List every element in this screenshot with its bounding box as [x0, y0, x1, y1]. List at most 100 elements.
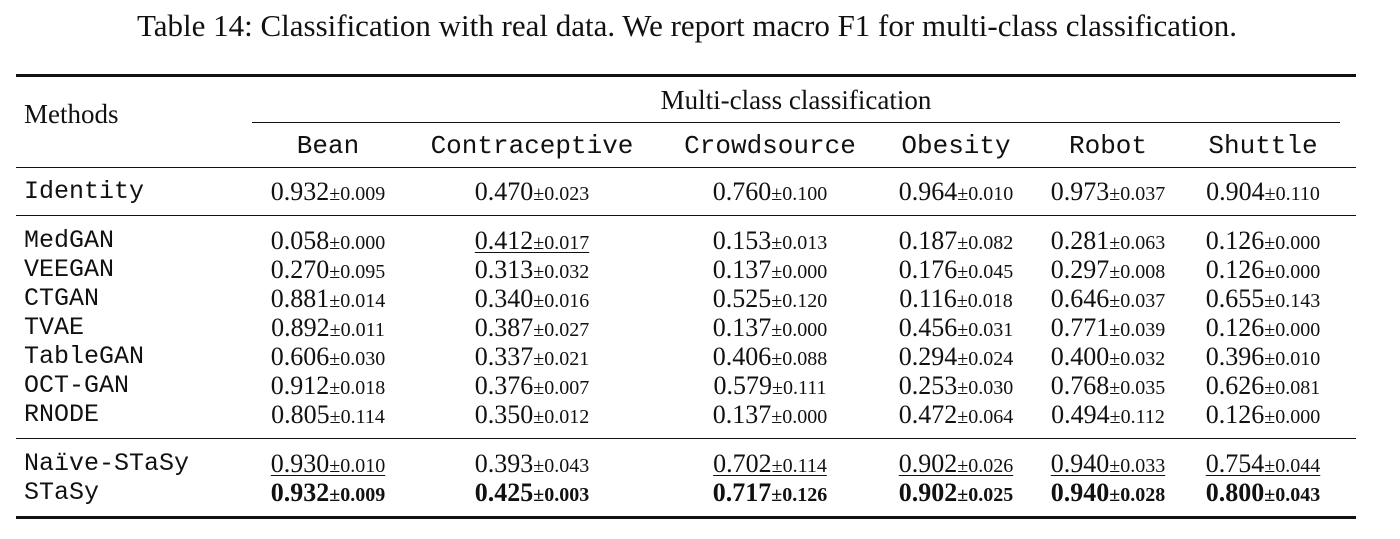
column-header-contraceptive: Contraceptive: [430, 131, 634, 161]
score-cell: 0.655±0.143: [1188, 284, 1338, 316]
score-value: 0.376±0.007: [475, 371, 589, 403]
score-mean: 0.930: [270, 449, 330, 478]
score-cell: 0.456±0.031: [881, 313, 1031, 345]
score-cell: 0.425±0.003: [402, 478, 662, 510]
score-std: ±0.064: [957, 406, 1014, 428]
score-mean: 0.964: [898, 177, 958, 206]
score-value: 0.425±0.003: [475, 478, 589, 510]
score-mean: 0.494: [1051, 400, 1110, 429]
score-value: 0.579±0.111: [714, 371, 827, 403]
score-mean: 0.137: [712, 313, 772, 342]
score-cell: 0.930±0.010: [228, 449, 428, 481]
identity-rule: [16, 215, 1356, 217]
score-std: ±0.110: [1264, 183, 1320, 205]
score-std: ±0.024: [957, 348, 1014, 370]
score-cell: 0.760±0.100: [655, 177, 885, 209]
score-mean: 0.126: [1205, 255, 1265, 284]
score-cell: 0.470±0.023: [402, 177, 662, 209]
score-std: ±0.028: [1109, 484, 1166, 506]
score-mean: 0.472: [898, 400, 958, 429]
score-std: ±0.010: [329, 455, 386, 477]
score-std: ±0.082: [957, 232, 1014, 254]
score-std: ±0.000: [1264, 319, 1321, 341]
score-value: 0.964±0.010: [899, 177, 1013, 209]
score-mean: 0.396: [1205, 342, 1265, 371]
score-cell: 0.892±0.011: [228, 313, 428, 345]
score-std: ±0.114: [771, 455, 827, 477]
score-std: ±0.012: [533, 406, 590, 428]
score-std: ±0.014: [329, 290, 386, 312]
score-mean: 0.902: [898, 478, 958, 507]
score-std: ±0.007: [533, 377, 590, 399]
score-cell: 0.904±0.110: [1188, 177, 1338, 209]
score-value: 0.646±0.037: [1051, 284, 1165, 316]
score-value: 0.337±0.021: [475, 342, 589, 374]
score-mean: 0.973: [1050, 177, 1110, 206]
score-value: 0.297±0.008: [1051, 255, 1165, 287]
score-mean: 0.313: [474, 255, 534, 284]
score-value: 0.058±0.000: [271, 226, 385, 258]
score-cell: 0.494±0.112: [1033, 400, 1183, 432]
score-cell: 0.579±0.111: [655, 371, 885, 403]
score-std: ±0.112: [1109, 406, 1165, 428]
score-std: ±0.027: [533, 319, 590, 341]
score-value: 0.153±0.013: [713, 226, 827, 258]
score-std: ±0.037: [1109, 290, 1166, 312]
column-header-shuttle: Shuttle: [1208, 131, 1318, 161]
score-value: 0.400±0.032: [1051, 342, 1165, 374]
score-std: ±0.043: [533, 455, 590, 477]
score-mean: 0.932: [270, 177, 330, 206]
score-cell: 0.805±0.114: [228, 400, 428, 432]
score-mean: 0.646: [1050, 284, 1110, 313]
score-value: 0.187±0.082: [899, 226, 1013, 258]
score-mean: 0.805: [271, 400, 330, 429]
score-value: 0.393±0.043: [475, 449, 589, 481]
score-std: ±0.009: [329, 484, 386, 506]
score-cell: 0.606±0.030: [228, 342, 428, 374]
score-std: ±0.043: [1264, 484, 1321, 506]
method-name: Naïve-STaSy: [24, 449, 190, 478]
score-mean: 0.702: [713, 449, 772, 478]
score-std: ±0.037: [1109, 183, 1166, 205]
score-std: ±0.126: [771, 484, 828, 506]
score-mean: 0.717: [712, 478, 772, 507]
score-mean: 0.456: [898, 313, 958, 342]
score-value: 0.754±0.044: [1206, 449, 1320, 481]
score-cell: 0.126±0.000: [1188, 226, 1338, 258]
score-value: 0.126±0.000: [1206, 255, 1320, 287]
score-value: 0.270±0.095: [271, 255, 385, 287]
method-name: STaSy: [24, 478, 100, 507]
table-row: CTGAN 0.881±0.014 0.340±0.016 0.525±0.120 0.…: [0, 284, 1400, 313]
score-std: ±0.026: [957, 455, 1014, 477]
score-std: ±0.032: [1109, 348, 1166, 370]
score-mean: 0.126: [1205, 313, 1265, 342]
score-value: 0.387±0.027: [475, 313, 589, 345]
score-std: ±0.063: [1109, 232, 1166, 254]
score-std: ±0.010: [1264, 348, 1321, 370]
score-cell: 0.337±0.021: [402, 342, 662, 374]
score-mean: 0.187: [898, 226, 958, 255]
score-cell: 0.176±0.045: [881, 255, 1031, 287]
table-row: STaSy 0.932±0.009 0.425±0.003 0.717±0.126 0.…: [0, 478, 1400, 507]
score-cell: 0.137±0.000: [655, 313, 885, 345]
score-value: 0.137±0.000: [713, 313, 827, 345]
score-cell: 0.964±0.010: [881, 177, 1031, 209]
score-value: 0.396±0.010: [1206, 342, 1320, 374]
score-std: ±0.095: [329, 261, 386, 283]
score-mean: 0.932: [270, 478, 330, 507]
baseline-rule: [16, 438, 1356, 440]
score-value: 0.932±0.009: [271, 478, 385, 510]
score-value: 0.940±0.028: [1051, 478, 1165, 510]
top-rule: [16, 74, 1356, 77]
score-std: ±0.018: [329, 377, 386, 399]
score-cell: 0.126±0.000: [1188, 400, 1338, 432]
score-cell: 0.396±0.010: [1188, 342, 1338, 374]
score-value: 0.281±0.063: [1051, 226, 1165, 258]
score-value: 0.940±0.033: [1051, 449, 1165, 481]
score-cell: 0.626±0.081: [1188, 371, 1338, 403]
score-std: ±0.081: [1264, 377, 1321, 399]
score-mean: 0.281: [1050, 226, 1110, 255]
score-cell: 0.137±0.000: [655, 255, 885, 287]
score-value: 0.973±0.037: [1051, 177, 1165, 209]
method-name: RNODE: [24, 400, 100, 429]
